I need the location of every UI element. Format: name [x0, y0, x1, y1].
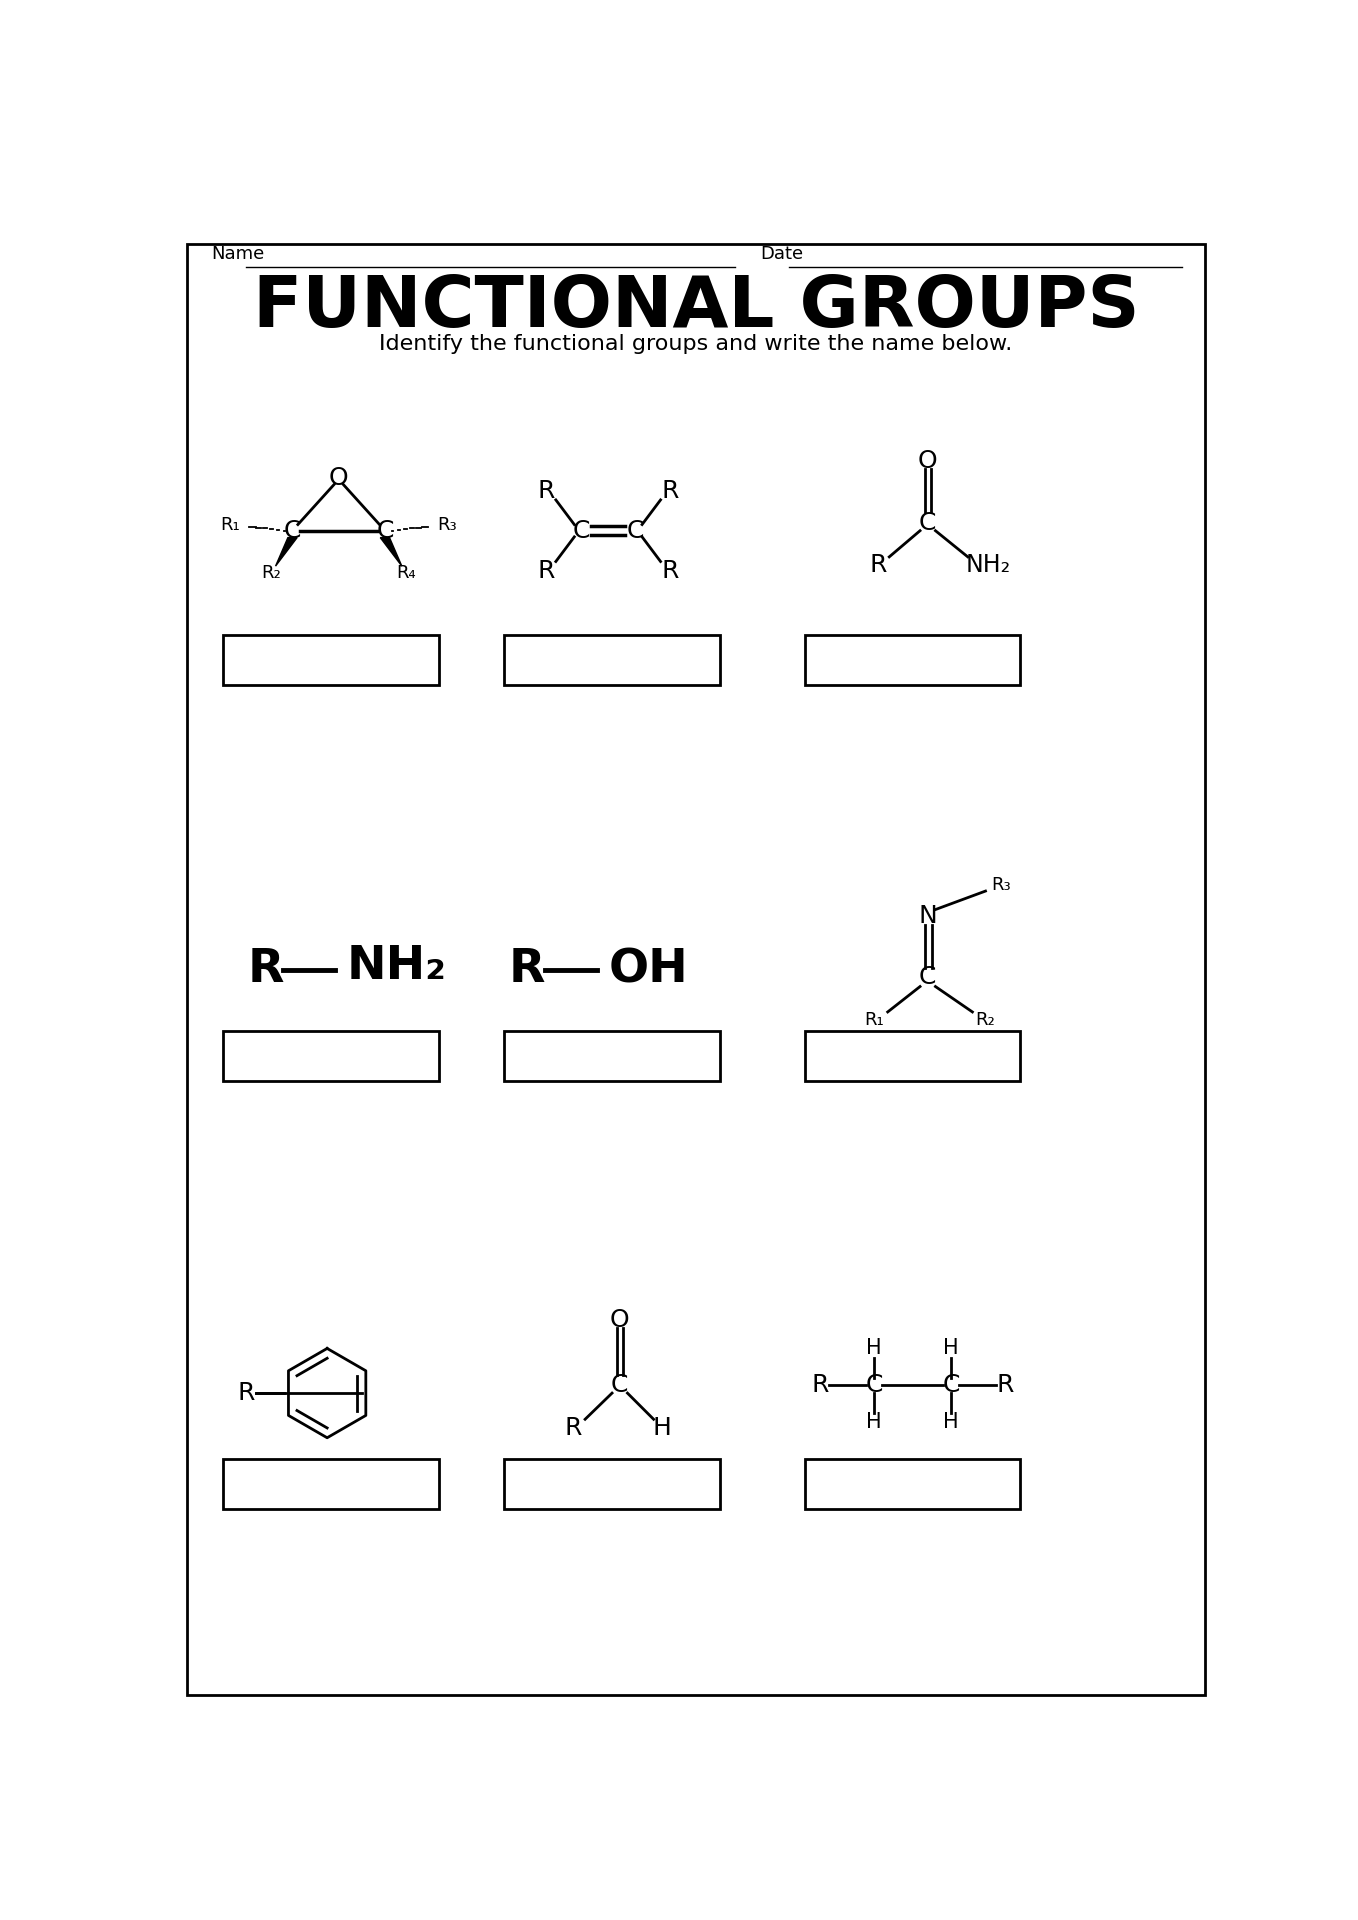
Text: FUNCTIONAL GROUPS: FUNCTIONAL GROUPS: [253, 273, 1139, 342]
Text: N: N: [918, 904, 937, 927]
Text: R₂: R₂: [975, 1010, 995, 1029]
Text: H: H: [653, 1415, 672, 1440]
FancyBboxPatch shape: [804, 1031, 1020, 1081]
Text: H: H: [942, 1338, 959, 1359]
Text: C: C: [284, 518, 301, 543]
Text: R: R: [661, 478, 679, 503]
Text: R: R: [811, 1373, 828, 1398]
Text: R₂: R₂: [261, 564, 281, 582]
Text: C: C: [942, 1373, 960, 1398]
Text: NH₂: NH₂: [346, 945, 447, 989]
Text: H: H: [942, 1413, 959, 1432]
Text: Name: Name: [212, 244, 265, 263]
Text: Date: Date: [760, 244, 803, 263]
Text: R: R: [238, 1380, 255, 1405]
FancyBboxPatch shape: [804, 1459, 1020, 1509]
Text: H: H: [866, 1413, 881, 1432]
FancyBboxPatch shape: [223, 1459, 439, 1509]
Text: C: C: [376, 518, 394, 543]
FancyBboxPatch shape: [504, 1459, 720, 1509]
Text: Identify the functional groups and write the name below.: Identify the functional groups and write…: [379, 334, 1013, 355]
FancyBboxPatch shape: [187, 244, 1205, 1695]
Text: R: R: [247, 947, 284, 993]
Text: C: C: [611, 1373, 629, 1398]
Text: R: R: [869, 553, 887, 578]
Text: NH₂: NH₂: [966, 553, 1010, 578]
Text: R₁: R₁: [220, 516, 240, 534]
Text: H: H: [866, 1338, 881, 1359]
Text: R: R: [538, 478, 555, 503]
Text: OH: OH: [608, 947, 689, 993]
Text: O: O: [329, 467, 349, 490]
Text: C: C: [573, 518, 589, 543]
Text: R: R: [509, 947, 546, 993]
Text: C: C: [919, 966, 937, 989]
Text: R: R: [565, 1415, 583, 1440]
FancyBboxPatch shape: [504, 1031, 720, 1081]
Text: R₁: R₁: [864, 1010, 884, 1029]
FancyBboxPatch shape: [223, 1031, 439, 1081]
Text: C: C: [626, 518, 644, 543]
Text: R₄: R₄: [397, 564, 417, 582]
Polygon shape: [276, 538, 297, 566]
Text: R₃: R₃: [437, 516, 456, 534]
Text: R: R: [995, 1373, 1013, 1398]
Text: R: R: [661, 559, 679, 584]
FancyBboxPatch shape: [804, 636, 1020, 685]
Text: O: O: [610, 1308, 630, 1332]
FancyBboxPatch shape: [223, 636, 439, 685]
Polygon shape: [380, 538, 402, 566]
Text: R: R: [538, 559, 555, 584]
Text: C: C: [919, 511, 937, 536]
Text: C: C: [865, 1373, 883, 1398]
Text: R₃: R₃: [991, 876, 1010, 895]
FancyBboxPatch shape: [504, 636, 720, 685]
Text: O: O: [918, 449, 937, 474]
